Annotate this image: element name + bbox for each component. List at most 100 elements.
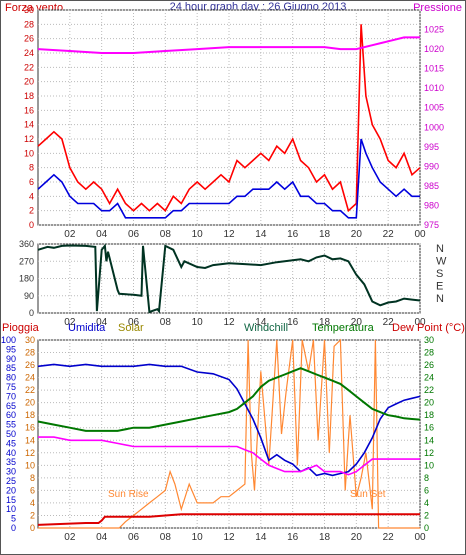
wind-direction-series	[37, 243, 421, 314]
rain-line	[37, 513, 420, 526]
x-tick-label: 14	[255, 229, 267, 240]
direction-degree-axis: 0 90 180 270 360	[19, 239, 34, 318]
x-tick-label: 02	[64, 229, 76, 240]
dewpoint-line	[38, 436, 420, 476]
wind-y-tick-label: 0	[29, 220, 34, 230]
temperature-y-tick-label: 22	[424, 385, 434, 395]
rain-y-tick-label: 6	[30, 485, 35, 495]
x-tick-label: 10	[192, 229, 204, 240]
humidity-y-tick-label: 15	[6, 495, 16, 505]
pressure-line	[37, 36, 420, 54]
x-tick-label: 18	[319, 532, 331, 543]
humidity-y-tick-label: 30	[6, 467, 16, 477]
wind-y-tick-label: 26	[24, 34, 34, 44]
wind-y-tick-label: 20	[24, 77, 34, 87]
direction-y-tick-label: 180	[19, 274, 34, 284]
pressure-y-tick-label: 1025	[424, 25, 444, 35]
x-tick-label: 02	[64, 317, 76, 328]
direction-y-tick-label: 360	[19, 239, 34, 249]
x-tick-label: 14	[255, 317, 267, 328]
pressure-y-tick-label: 995	[424, 142, 439, 152]
humidity-y-tick-label: 75	[6, 382, 16, 392]
gust-line	[37, 24, 421, 213]
wind-y-tick-label: 30	[24, 5, 34, 15]
wind-y-tick-label: 6	[29, 177, 34, 187]
wind-y-tick-label: 8	[29, 163, 34, 173]
x-tick-label: 20	[351, 229, 363, 240]
humidity-y-tick-label: 35	[6, 457, 16, 467]
wind-direction-grid	[38, 243, 421, 314]
temperature-line	[37, 367, 421, 432]
x-tick-label: 04	[96, 229, 108, 240]
temperature-y-tick-label: 12	[424, 448, 434, 458]
wind-line	[37, 138, 420, 219]
x-tick-label: 14	[255, 532, 267, 543]
rain-y-tick-label: 16	[25, 423, 35, 433]
compass-label: N	[436, 293, 444, 305]
x-tick-label: 06	[128, 532, 140, 543]
compass-label: N	[436, 243, 444, 255]
temperature-y-tick-label: 4	[424, 498, 429, 508]
temperature-humidity-series	[37, 338, 421, 529]
dewpoint-label: Dew Point (°C)	[392, 322, 465, 334]
x-tick-label: 08	[160, 532, 172, 543]
rain-y-tick-label: 30	[25, 335, 35, 345]
windchill-label: Windchill	[244, 322, 288, 334]
pressure-y-tick-label: 1010	[424, 83, 444, 93]
temperature-y-tick-label: 8	[424, 473, 429, 483]
rain-y-tick-label: 14	[25, 435, 35, 445]
humidity-y-tick-label: 0	[11, 523, 16, 533]
pressure-y-tick-label: 1020	[424, 44, 444, 54]
x-tick-label: 00	[414, 317, 426, 328]
wind-y-tick-label: 4	[29, 191, 34, 201]
pressure-y-tick-label: 980	[424, 200, 439, 210]
temperature-y-tick-label: 18	[424, 410, 434, 420]
pressure-y-tick-label: 985	[424, 181, 439, 191]
temperature-label: Temperatura	[312, 322, 375, 334]
pressure-y-tick-label: 990	[424, 161, 439, 171]
temperature-y-tick-label: 16	[424, 423, 434, 433]
wind-y-tick-label: 28	[24, 19, 34, 29]
humidity-y-tick-label: 65	[6, 401, 16, 411]
rain-y-tick-label: 22	[25, 385, 35, 395]
rain-y-tick-label: 12	[25, 448, 35, 458]
temperature-y-tick-label: 24	[424, 373, 434, 383]
humidity-y-tick-label: 20	[6, 485, 16, 495]
rain-y-tick-label: 2	[30, 510, 35, 520]
rain-y-tick-label: 18	[25, 410, 35, 420]
sun-set-annotation: Sun Set	[350, 489, 386, 500]
x-tick-label: 10	[192, 317, 204, 328]
x-tick-label: 06	[128, 317, 140, 328]
x-tick-label: 20	[351, 532, 363, 543]
humidity-y-tick-label: 45	[6, 438, 16, 448]
temperature-y-tick-label: 10	[424, 460, 434, 470]
x-tick-label: 12	[223, 229, 235, 240]
x-tick-label: 08	[160, 229, 172, 240]
humidity-y-tick-label: 95	[6, 344, 16, 354]
x-tick-label: 22	[383, 229, 395, 240]
pressure-axis-title: Pressione	[413, 2, 462, 14]
temperature-y-tick-label: 6	[424, 485, 429, 495]
x-tick-label: 00	[414, 532, 426, 543]
wind-y-tick-label: 18	[24, 91, 34, 101]
pressure-y-tick-label: 1015	[424, 64, 444, 74]
humidity-y-tick-label: 90	[6, 354, 16, 364]
compass-label: W	[436, 256, 447, 268]
temperature-y-tick-label: 26	[424, 360, 434, 370]
pressure-axis: 975 980 985 990 995 1000 1005 1010 1015 1020 1025	[424, 25, 444, 230]
x-tick-label: 22	[383, 532, 395, 543]
pressure-y-tick-label: 1000	[424, 122, 444, 132]
x-tick-label: 12	[223, 317, 235, 328]
rain-y-tick-label: 20	[25, 398, 35, 408]
temperature-y-tick-label: 0	[424, 523, 429, 533]
temperature-humidity-panel: 0510152025303540455055606570758085909510…	[1, 335, 434, 543]
wind-y-tick-label: 10	[24, 148, 34, 158]
humidity-y-tick-label: 50	[6, 429, 16, 439]
wind-y-tick-label: 12	[24, 134, 34, 144]
x-tick-label: 10	[192, 532, 204, 543]
